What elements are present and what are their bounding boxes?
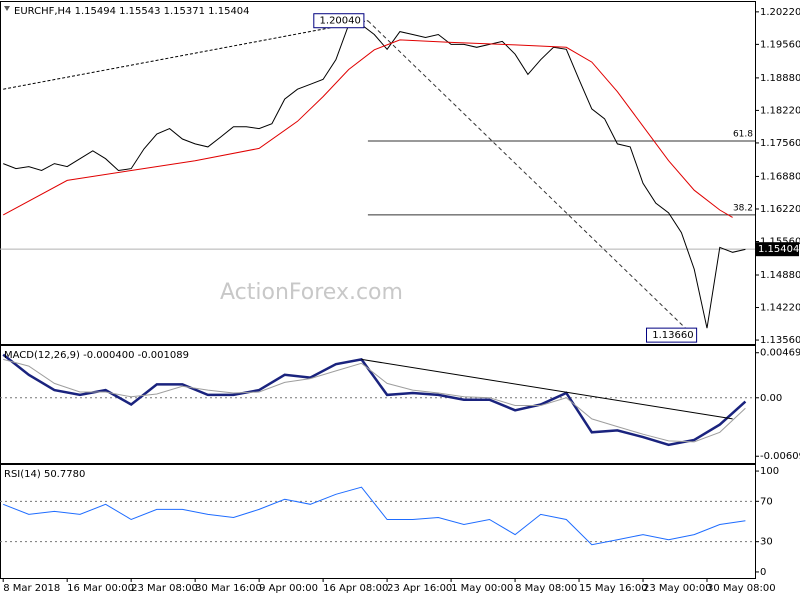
y-tick-label: 1.18880 (760, 73, 800, 84)
y-tick-label: 1.14220 (760, 303, 800, 314)
x-tick-label: 23 May 00:00 (643, 583, 712, 594)
y-tick-label: 1.18220 (760, 105, 800, 116)
y-tick-label: 1.16220 (760, 204, 800, 215)
panel-frame (0, 1, 756, 345)
price-tag (756, 242, 799, 257)
y-tick-label: 100 (760, 466, 779, 477)
x-tick-label: 23 Mar 08:00 (131, 583, 198, 594)
price-tag-label: 1.15404 (758, 244, 799, 255)
x-tick-label: 8 Mar 2018 (3, 583, 60, 594)
plot-area (0, 20, 755, 336)
swing-trendline (367, 20, 693, 336)
series-line (2, 353, 747, 447)
series-line (3, 358, 746, 443)
x-tick-label: 23 Apr 16:00 (387, 583, 452, 594)
y-tick-label: 1.20220 (760, 7, 800, 18)
panel-frame (0, 345, 756, 464)
panel-title: MACD(12,26,9) -0.000400 -0.001089 (4, 350, 189, 361)
y-tick-label: 0.004698 (760, 348, 800, 359)
annotation-label: 1.13660 (652, 330, 693, 341)
y-tick-label: 1.14880 (760, 270, 800, 281)
x-tick-label: 16 Mar 00:00 (67, 583, 134, 594)
annotation-label: 1.20040 (320, 16, 361, 27)
y-tick-label: 1.16880 (760, 171, 800, 182)
y-tick-label: -0.006095 (760, 451, 800, 462)
y-tick-label: 0 (760, 567, 766, 578)
series-line (2, 39, 733, 218)
annotation-box (646, 327, 698, 343)
plot-area (0, 353, 755, 447)
panel-title: EURCHF,H4 1.15494 1.15543 1.15371 1.1540… (14, 6, 250, 17)
y-tick-label: 0.00 (760, 393, 782, 404)
fib-label: 61.8 (733, 129, 753, 139)
series-line (361, 358, 733, 420)
x-tick-label: 1 May 00:00 (451, 583, 513, 594)
y-tick-label: 1.17560 (760, 138, 800, 149)
panel-frame (0, 464, 756, 579)
annotation-box (313, 13, 365, 29)
series-line (3, 486, 746, 546)
x-tick-label: 30 Mar 16:00 (195, 583, 262, 594)
watermark: ActionForex.com (220, 280, 403, 305)
x-tick-label: 15 May 16:00 (579, 583, 648, 594)
x-tick-label: 16 Apr 08:00 (323, 583, 388, 594)
plot-area (0, 486, 755, 546)
y-tick-label: 30 (760, 537, 773, 548)
x-tick-label: 30 May 08:00 (707, 583, 776, 594)
fib-label: 38.2 (733, 203, 753, 213)
x-tick-label: 8 May 08:00 (515, 583, 577, 594)
series-line (3, 24, 746, 329)
series-line (3, 20, 368, 90)
x-tick-label: 9 Apr 00:00 (259, 583, 318, 594)
y-tick-label: 1.19560 (760, 39, 800, 50)
y-tick-label: 70 (760, 496, 773, 507)
panel-title: RSI(14) 50.7780 (4, 469, 85, 480)
y-tick-label: 1.15560 (760, 236, 800, 247)
y-tick-label: 1.13560 (760, 335, 800, 346)
symbol-icon (4, 6, 10, 11)
